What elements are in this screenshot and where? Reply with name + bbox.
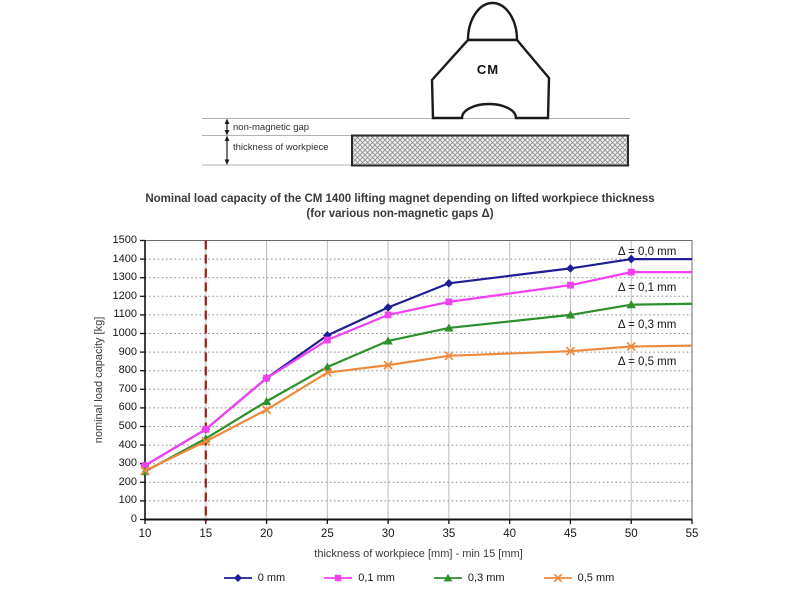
data-point-square bbox=[567, 281, 574, 289]
y-tick-label: 400 bbox=[118, 438, 137, 451]
x-tick-label: 40 bbox=[503, 528, 517, 540]
data-point-diamond bbox=[383, 303, 393, 312]
data-point-triangle bbox=[626, 300, 636, 309]
data-point-square bbox=[202, 425, 210, 433]
data-point-x bbox=[261, 405, 272, 415]
annotation-delta-0-5: Δ = 0,5 mm bbox=[617, 355, 677, 368]
legend-item-0-1mm: 0,1 mm bbox=[323, 571, 395, 585]
series-line bbox=[144, 258, 692, 467]
data-point-square bbox=[384, 311, 392, 319]
gap-dimension-arrow bbox=[224, 118, 230, 136]
data-point-square bbox=[323, 336, 331, 344]
y-tick-label: 1500 bbox=[112, 234, 137, 246]
y-tick-label: 1200 bbox=[112, 289, 137, 302]
x-tick-label: 30 bbox=[381, 528, 395, 540]
x-tick-label: 55 bbox=[685, 528, 699, 540]
legend-triangle-icon bbox=[443, 573, 453, 582]
y-tick-label: 1300 bbox=[112, 271, 137, 284]
x-tick-label: 45 bbox=[564, 528, 577, 540]
series-line bbox=[144, 271, 692, 467]
chart-title-line1: Nominal load capacity of the CM 1400 lif… bbox=[145, 193, 655, 205]
chart-title: Nominal load capacity of the CM 1400 lif… bbox=[40, 192, 760, 222]
annotation-delta-0-3: Δ = 0,3 mm bbox=[617, 319, 677, 332]
annotation-delta-0-0: Δ = 0,0 mm bbox=[617, 245, 677, 258]
legend-x-icon bbox=[553, 573, 562, 583]
legend-square-icon bbox=[335, 574, 342, 582]
y-tick-label: 1400 bbox=[112, 252, 137, 265]
legend-marker-0mm-icon bbox=[223, 574, 252, 582]
data-point-square bbox=[627, 268, 635, 276]
legend-item-0-3mm: 0,3 mm bbox=[433, 571, 505, 585]
data-point-square bbox=[445, 298, 453, 306]
data-point-diamond bbox=[444, 278, 454, 288]
y-tick-label: 1100 bbox=[113, 308, 137, 321]
chart-title-line2: (for various non-magnetic gaps Δ) bbox=[306, 208, 494, 220]
data-point-diamond bbox=[323, 331, 332, 340]
magnet-dome bbox=[466, 1, 519, 42]
legend-label-0-3mm: 0,3 mm bbox=[467, 572, 505, 584]
x-tick-label: 35 bbox=[442, 528, 456, 540]
y-tick-label: 700 bbox=[118, 382, 137, 395]
data-point-square bbox=[263, 374, 270, 382]
legend-label-0-1mm: 0,1 mm bbox=[358, 572, 395, 584]
annotation-delta-0-1: Δ = 0,1 mm bbox=[617, 281, 677, 294]
x-tick-label: 15 bbox=[199, 528, 213, 540]
y-tick-label: 800 bbox=[118, 364, 137, 377]
data-point-x bbox=[383, 360, 393, 370]
y-tick-label: 1000 bbox=[112, 327, 137, 339]
data-point-triangle bbox=[444, 323, 454, 332]
legend-item-0mm: 0 mm bbox=[223, 571, 286, 585]
data-point-triangle bbox=[261, 396, 272, 405]
workpiece-rect bbox=[351, 134, 629, 167]
legend-item-0-5mm: 0,5 mm bbox=[543, 571, 615, 585]
y-tick-label: 900 bbox=[118, 345, 137, 358]
legend-marker-0-3mm-icon bbox=[433, 573, 462, 582]
legend-label-0-5mm: 0,5 mm bbox=[577, 572, 615, 584]
data-point-x bbox=[322, 367, 332, 378]
y-tick-label: 500 bbox=[118, 420, 137, 432]
data-point-diamond bbox=[626, 254, 636, 264]
y-tick-label: 0 bbox=[130, 513, 137, 525]
plot-frame bbox=[144, 240, 693, 520]
chart-legend: 0 mm 0,1 mm 0,3 mm 0,5 mm bbox=[145, 571, 692, 585]
data-point-x bbox=[201, 436, 211, 446]
x-tick-label: 50 bbox=[624, 528, 638, 540]
data-point-triangle bbox=[322, 362, 333, 371]
y-tick-label: 200 bbox=[118, 475, 137, 488]
x-tick-label: 10 bbox=[138, 528, 152, 540]
data-point-x bbox=[565, 346, 576, 356]
data-point-diamond bbox=[566, 264, 575, 273]
series-line bbox=[144, 302, 693, 473]
workpiece-label: thickness of workpiece bbox=[233, 142, 329, 153]
data-point-x bbox=[444, 351, 454, 361]
magnet-body-icon bbox=[430, 38, 551, 120]
data-point-square bbox=[141, 462, 149, 469]
legend-marker-0-1mm-icon bbox=[324, 574, 353, 582]
data-point-triangle bbox=[565, 310, 576, 319]
legend-marker-0-5mm-icon bbox=[543, 573, 572, 583]
legend-diamond-icon bbox=[233, 574, 242, 582]
magnet-label: CM bbox=[476, 62, 500, 77]
workpiece-dimension-arrow bbox=[224, 135, 230, 165]
x-tick-label: 25 bbox=[320, 528, 334, 540]
legend-label-0mm: 0 mm bbox=[257, 572, 286, 584]
y-tick-label: 300 bbox=[118, 457, 137, 470]
y-tick-label: 600 bbox=[118, 401, 137, 414]
data-point-triangle bbox=[383, 336, 393, 345]
data-point-x bbox=[626, 341, 636, 352]
magnet-diagram bbox=[202, 1, 630, 167]
x-tick-label: 20 bbox=[260, 528, 273, 540]
gap-label: non-magnetic gap bbox=[233, 121, 310, 133]
x-axis-title: thickness of workpiece [mm] - min 15 [mm… bbox=[314, 548, 523, 560]
data-point-x bbox=[140, 466, 150, 476]
y-tick-label: 100 bbox=[118, 494, 137, 507]
